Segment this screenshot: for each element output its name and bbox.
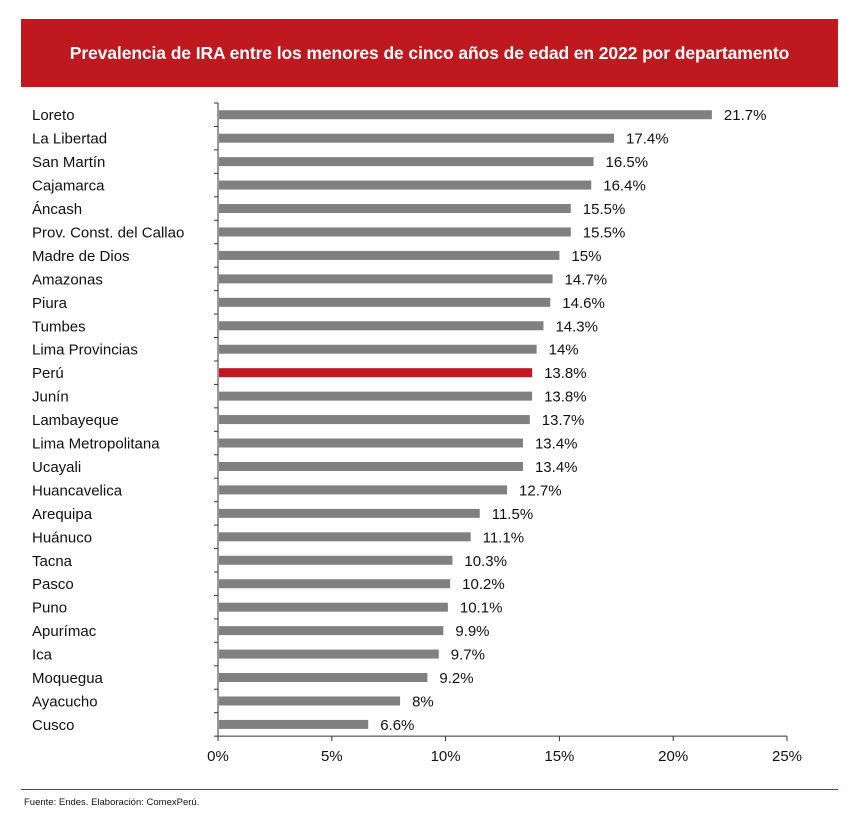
x-tick-label: 0% (207, 748, 229, 765)
title-banner: Prevalencia de IRA entre los menores de … (21, 19, 838, 87)
value-label: 14.3% (555, 318, 598, 335)
value-label: 9.9% (455, 623, 489, 640)
bar (219, 250, 560, 260)
bar (219, 297, 551, 307)
bar (219, 274, 553, 284)
bar (219, 157, 594, 167)
bar (219, 438, 523, 448)
bar (219, 649, 439, 659)
category-label: Huancavelica (32, 482, 123, 499)
x-tick-label: 5% (321, 748, 343, 765)
category-label: Tumbes (32, 318, 86, 335)
category-label: Áncash (32, 201, 82, 218)
category-label: Puno (32, 600, 67, 617)
bar (219, 579, 451, 589)
bar (219, 344, 537, 354)
value-label: 17.4% (626, 131, 669, 148)
category-label: Amazonas (32, 271, 103, 288)
bar (219, 110, 712, 120)
bar (219, 626, 444, 636)
bar (219, 204, 571, 214)
category-label: Loreto (32, 107, 75, 124)
value-label: 11.5% (492, 506, 533, 523)
bar-highlight (219, 368, 533, 378)
value-label: 14.6% (562, 295, 605, 312)
value-label: 13.8% (544, 365, 587, 382)
value-label: 14.7% (565, 271, 608, 288)
category-label: Cajamarca (32, 178, 105, 195)
category-label: Pasco (32, 576, 74, 593)
category-label: Madre de Dios (32, 248, 130, 265)
category-label: Apurímac (32, 623, 97, 640)
x-tick-label: 25% (772, 748, 802, 765)
bar (219, 391, 533, 401)
bar (219, 555, 453, 565)
category-label: Lima Provincias (32, 342, 138, 359)
category-label: Ucayali (32, 459, 81, 476)
value-label: 15.5% (583, 224, 626, 241)
category-label: Tacna (32, 553, 73, 570)
category-label: Ayacucho (32, 693, 98, 710)
value-label: 10.1% (460, 600, 503, 617)
value-label: 13.4% (535, 436, 578, 453)
category-label: Piura (32, 295, 68, 312)
value-label: 15.5% (583, 201, 626, 218)
bar (219, 673, 428, 683)
footer-divider (21, 789, 838, 790)
category-label: Prov. Const. del Callao (32, 224, 184, 241)
category-label: San Martín (32, 154, 105, 171)
bar (219, 719, 369, 729)
value-label: 11.1% (483, 529, 524, 546)
bar (219, 485, 508, 495)
value-label: 15% (571, 248, 601, 265)
bar (219, 508, 480, 518)
bar (219, 532, 471, 542)
value-label: 21.7% (724, 107, 767, 124)
category-label: Cusco (32, 717, 75, 734)
bar (219, 227, 571, 237)
bar (219, 415, 530, 425)
bar (219, 180, 592, 190)
category-label: Lambayeque (32, 412, 119, 429)
value-label: 13.7% (542, 412, 585, 429)
value-label: 12.7% (519, 482, 562, 499)
bar (219, 461, 523, 471)
value-label: 9.7% (451, 647, 485, 664)
category-label: Lima Metropolitana (32, 436, 160, 453)
value-label: 10.3% (464, 553, 507, 570)
value-label: 8% (412, 693, 434, 710)
bar (219, 696, 401, 706)
x-tick-label: 20% (658, 748, 688, 765)
category-label: Junín (32, 389, 69, 406)
value-label: 13.8% (544, 389, 587, 406)
value-label: 16.4% (603, 178, 646, 195)
value-label: 9.2% (439, 670, 473, 687)
bar (219, 133, 615, 143)
value-label: 14% (549, 342, 579, 359)
category-label: Huánuco (32, 529, 92, 546)
chart-title: Prevalencia de IRA entre los menores de … (69, 42, 790, 63)
category-label: La Libertad (32, 131, 107, 148)
value-label: 16.5% (606, 154, 649, 171)
x-tick-label: 15% (544, 748, 574, 765)
value-label: 10.2% (462, 576, 505, 593)
bar (219, 602, 448, 612)
category-label: Perú (32, 365, 64, 382)
x-tick-label: 10% (431, 748, 461, 765)
category-label: Arequipa (32, 506, 93, 523)
source-note: Fuente: Endes. Elaboración: ComexPerú. (24, 797, 200, 808)
bar (219, 321, 544, 331)
category-label: Moquegua (32, 670, 104, 687)
value-label: 6.6% (380, 717, 414, 734)
category-label: Ica (32, 647, 53, 664)
value-label: 13.4% (535, 459, 578, 476)
